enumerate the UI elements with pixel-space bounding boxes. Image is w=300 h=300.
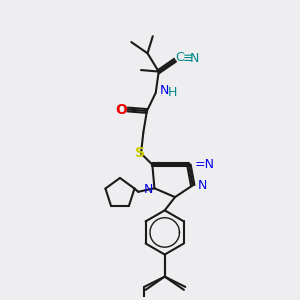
Text: N: N	[198, 179, 207, 192]
Text: S: S	[135, 146, 146, 160]
Text: N: N	[189, 52, 199, 65]
Text: N: N	[159, 84, 169, 97]
Text: C: C	[175, 52, 184, 64]
Text: O: O	[116, 103, 127, 116]
Text: ≡: ≡	[182, 52, 193, 65]
Text: H: H	[168, 85, 178, 99]
Text: =N: =N	[194, 158, 214, 171]
Text: N: N	[144, 183, 153, 196]
